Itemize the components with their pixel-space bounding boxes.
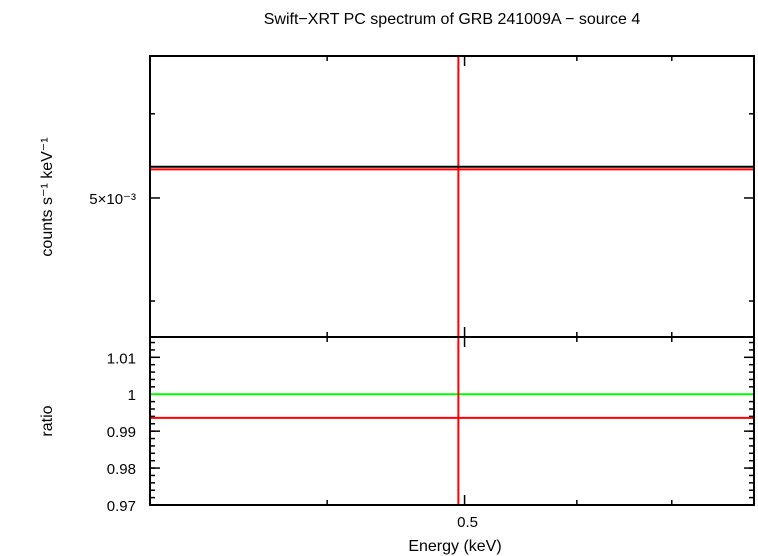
chart-title: Swift−XRT PC spectrum of GRB 241009A − s… bbox=[264, 11, 641, 28]
ratio-y-tick-label: 0.98 bbox=[107, 461, 136, 478]
x-tick-label: 0.5 bbox=[457, 514, 478, 531]
ratio-y-tick-label: 1.01 bbox=[107, 350, 136, 367]
ratio-series bbox=[150, 337, 754, 505]
spectrum-y-tick-label: 5×10⁻³ bbox=[89, 191, 136, 208]
ratio-ticks: 0.5 0.97 0.98 0.99 1 1.01 bbox=[107, 337, 754, 531]
spectrum-panel: counts s⁻¹ keV⁻¹ 5×10⁻³ bbox=[39, 55, 755, 338]
ratio-y-tick-label: 1 bbox=[128, 387, 136, 404]
ratio-y-label: ratio bbox=[39, 405, 56, 436]
spectrum-frame bbox=[149, 55, 755, 338]
ratio-frame bbox=[149, 336, 755, 506]
spectrum-series bbox=[150, 56, 754, 337]
ratio-y-tick-label: 0.99 bbox=[107, 424, 136, 441]
x-axis-label: Energy (keV) bbox=[408, 538, 501, 555]
ratio-panel: ratio 0.5 0.97 0.98 0.99 1 1.01 Energy (keV) bbox=[39, 336, 755, 555]
spectrum-ticks: 5×10⁻³ bbox=[89, 56, 754, 337]
spectrum-y-label: counts s⁻¹ keV⁻¹ bbox=[39, 137, 56, 256]
ratio-y-tick-label: 0.97 bbox=[107, 498, 136, 515]
